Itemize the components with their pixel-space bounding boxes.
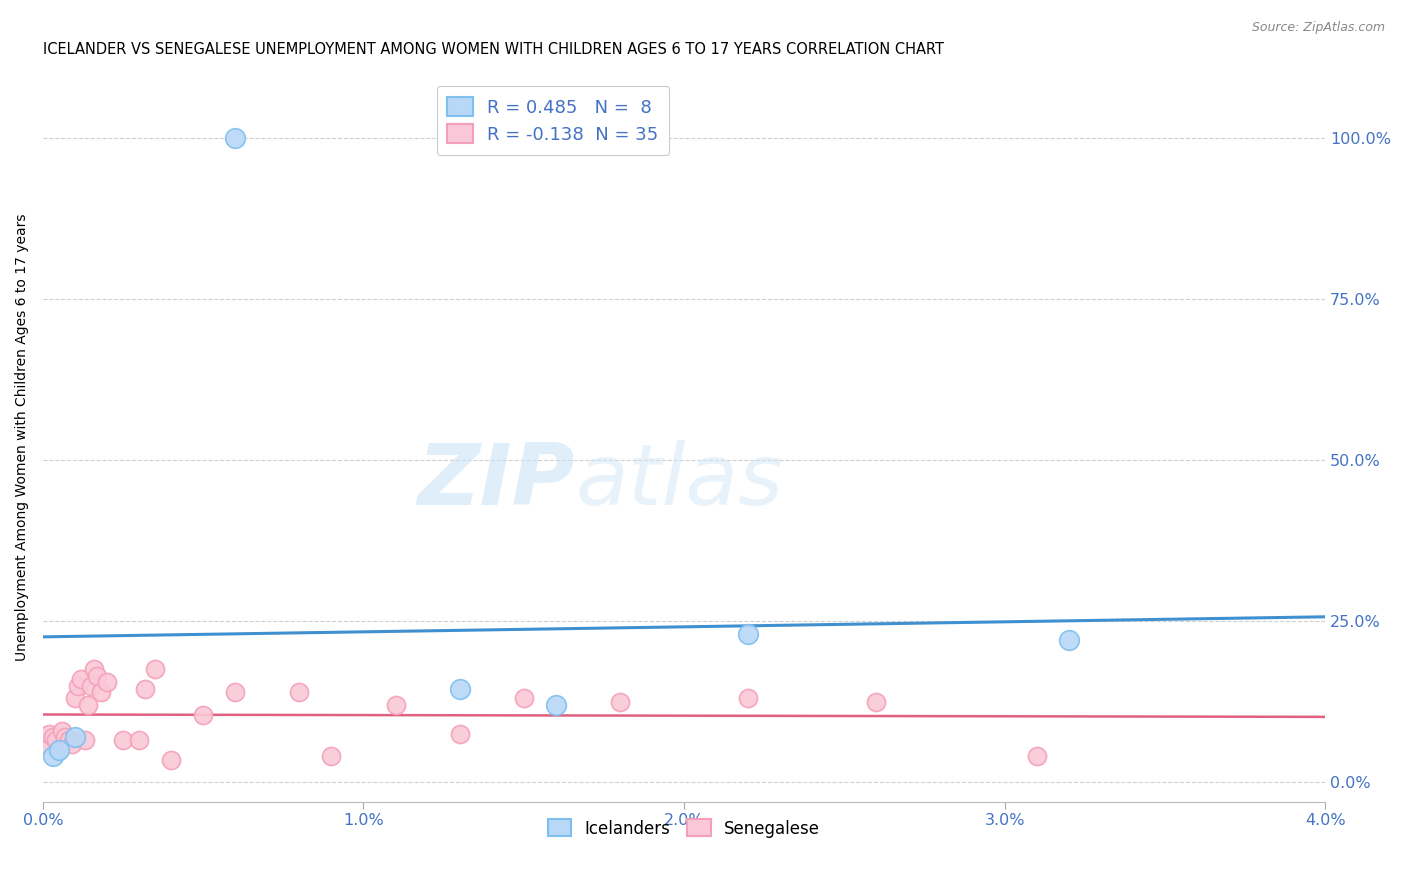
Text: atlas: atlas	[575, 440, 783, 523]
Point	[1025, 749, 1047, 764]
Point	[96, 675, 118, 690]
Point	[224, 130, 246, 145]
Point	[193, 707, 215, 722]
Point	[63, 730, 86, 744]
Point	[35, 737, 58, 751]
Point	[41, 730, 63, 744]
Point	[90, 685, 112, 699]
Text: Source: ZipAtlas.com: Source: ZipAtlas.com	[1251, 21, 1385, 34]
Point	[134, 681, 156, 696]
Point	[449, 681, 471, 696]
Point	[58, 733, 80, 747]
Point	[143, 662, 166, 676]
Point	[609, 695, 631, 709]
Point	[70, 672, 93, 686]
Point	[112, 733, 135, 747]
Point	[67, 679, 90, 693]
Point	[38, 727, 60, 741]
Point	[48, 743, 70, 757]
Y-axis label: Unemployment Among Women with Children Ages 6 to 17 years: Unemployment Among Women with Children A…	[15, 214, 30, 661]
Point	[48, 743, 70, 757]
Point	[449, 727, 471, 741]
Point	[53, 730, 76, 744]
Point	[288, 685, 311, 699]
Point	[321, 749, 343, 764]
Point	[83, 662, 105, 676]
Point	[76, 698, 98, 712]
Point	[737, 691, 759, 706]
Point	[160, 753, 183, 767]
Point	[128, 733, 150, 747]
Point	[51, 723, 73, 738]
Point	[60, 737, 83, 751]
Point	[86, 669, 108, 683]
Text: ICELANDER VS SENEGALESE UNEMPLOYMENT AMONG WOMEN WITH CHILDREN AGES 6 TO 17 YEAR: ICELANDER VS SENEGALESE UNEMPLOYMENT AMO…	[44, 42, 943, 57]
Point	[1057, 633, 1080, 648]
Point	[80, 679, 103, 693]
Point	[73, 733, 96, 747]
Point	[384, 698, 406, 712]
Point	[865, 695, 887, 709]
Point	[512, 691, 534, 706]
Text: ZIP: ZIP	[418, 440, 575, 523]
Point	[737, 627, 759, 641]
Point	[63, 691, 86, 706]
Point	[41, 749, 63, 764]
Point	[45, 733, 67, 747]
Point	[544, 698, 567, 712]
Point	[224, 685, 246, 699]
Legend: Icelanders, Senegalese: Icelanders, Senegalese	[541, 813, 827, 844]
